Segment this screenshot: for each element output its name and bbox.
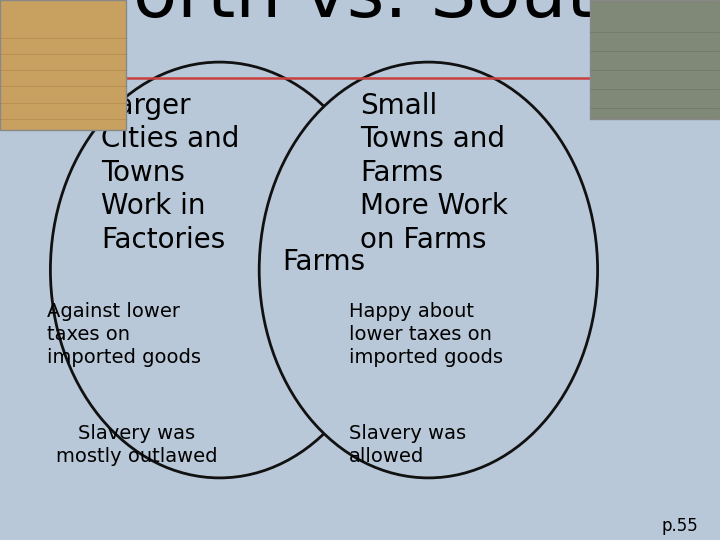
Text: Larger
Cities and
Towns
Work in
Factories: Larger Cities and Towns Work in Factorie… [101, 92, 239, 254]
Text: Small
Towns and
Farms
More Work
on Farms: Small Towns and Farms More Work on Farms [360, 92, 508, 254]
Text: North vs. South: North vs. South [79, 0, 641, 32]
Text: Slavery was
mostly outlawed: Slavery was mostly outlawed [56, 424, 217, 465]
Text: Happy about
lower taxes on
imported goods: Happy about lower taxes on imported good… [349, 302, 503, 367]
Ellipse shape [50, 62, 389, 478]
Text: Slavery was
allowed: Slavery was allowed [349, 424, 467, 465]
Text: p.55: p.55 [662, 517, 698, 535]
FancyBboxPatch shape [0, 0, 126, 130]
Text: Farms: Farms [282, 248, 366, 276]
Text: Against lower
taxes on
imported goods: Against lower taxes on imported goods [47, 302, 201, 367]
Ellipse shape [259, 62, 598, 478]
FancyBboxPatch shape [590, 0, 720, 119]
